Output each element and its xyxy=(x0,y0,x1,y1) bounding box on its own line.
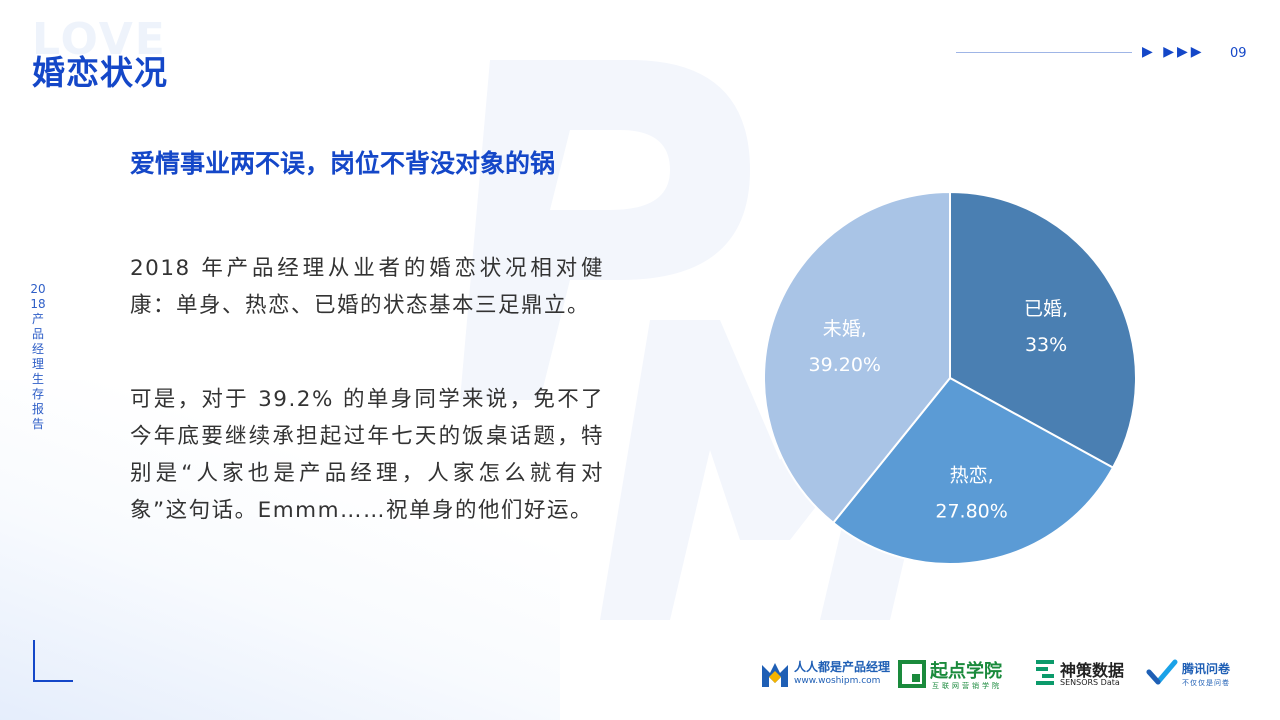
logo-sensors: 神策数据 SENSORS Data xyxy=(1034,656,1144,692)
logo-qidian: 起点学院 互联网营销学院 xyxy=(898,656,1028,692)
pie-label-2: 未婚, xyxy=(823,318,867,340)
logo-woshipm-sub: www.woshipm.com xyxy=(794,676,881,686)
pie-value-2: 39.20% xyxy=(809,354,881,376)
logo-tencent-wj-name: 腾讯问卷 xyxy=(1182,662,1231,676)
logo-qidian-name: 起点学院 xyxy=(930,661,1002,682)
logo-woshipm-name: 人人都是产品经理 xyxy=(794,660,891,674)
pie-label-1: 热恋, xyxy=(950,464,994,486)
section-subtitle: 爱情事业两不误，岗位不背没对象的锅 xyxy=(130,149,556,178)
logo-tencent-wj-sub: 不仅仅是问卷 xyxy=(1182,679,1230,687)
corner-decoration-horizontal xyxy=(33,680,73,682)
sensors-logo-icon xyxy=(1036,660,1054,685)
header-arrows-icon: ▶ ▶▶▶ xyxy=(1142,44,1205,60)
side-report-label: 2018产品经理生存报告 xyxy=(30,282,46,431)
page-number: 09 xyxy=(1230,46,1247,61)
pie-slice-2 xyxy=(763,190,951,525)
qidian-logo-icon xyxy=(898,660,926,688)
watermark-love: LOVE xyxy=(32,14,167,65)
logo-tencent-wj: 腾讯问卷 不仅仅是问卷 xyxy=(1146,656,1258,692)
logo-woshipm: 人人都是产品经理 www.woshipm.com xyxy=(760,656,890,692)
pie-value-1: 27.80% xyxy=(935,500,1007,522)
pie-slice-0 xyxy=(949,190,1137,469)
logo-sensors-sub: SENSORS Data xyxy=(1060,678,1120,687)
pie-label-0: 已婚, xyxy=(1024,298,1068,320)
logo-qidian-sub: 互联网营销学院 xyxy=(932,682,1002,690)
woshipm-logo-icon xyxy=(762,663,788,687)
page-title: 婚恋状况 xyxy=(32,53,168,92)
body-paragraph-1: 2018 年产品经理从业者的婚恋状况相对健康：单身、热恋、已婚的状态基本三足鼎立… xyxy=(130,256,604,318)
marital-status-pie-chart: 已婚, 33% 热恋, 27.80% 未婚, 39.20% xyxy=(763,190,1137,565)
pie-value-0: 33% xyxy=(1025,334,1067,356)
logo-sensors-name: 神策数据 xyxy=(1060,661,1125,680)
header-divider xyxy=(956,52,1132,53)
background-gradient xyxy=(0,380,560,720)
corner-decoration-vertical xyxy=(33,640,35,682)
tencent-wj-logo-icon xyxy=(1146,659,1178,685)
footer-logos: 人人都是产品经理 www.woshipm.com 起点学院 互联网营销学院 神策… xyxy=(760,656,1260,692)
body-paragraph-2: 可是，对于 39.2% 的单身同学来说，免不了今年底要继续承担起过年七天的饭桌话… xyxy=(130,387,604,523)
pie-slice-1 xyxy=(831,376,1115,565)
